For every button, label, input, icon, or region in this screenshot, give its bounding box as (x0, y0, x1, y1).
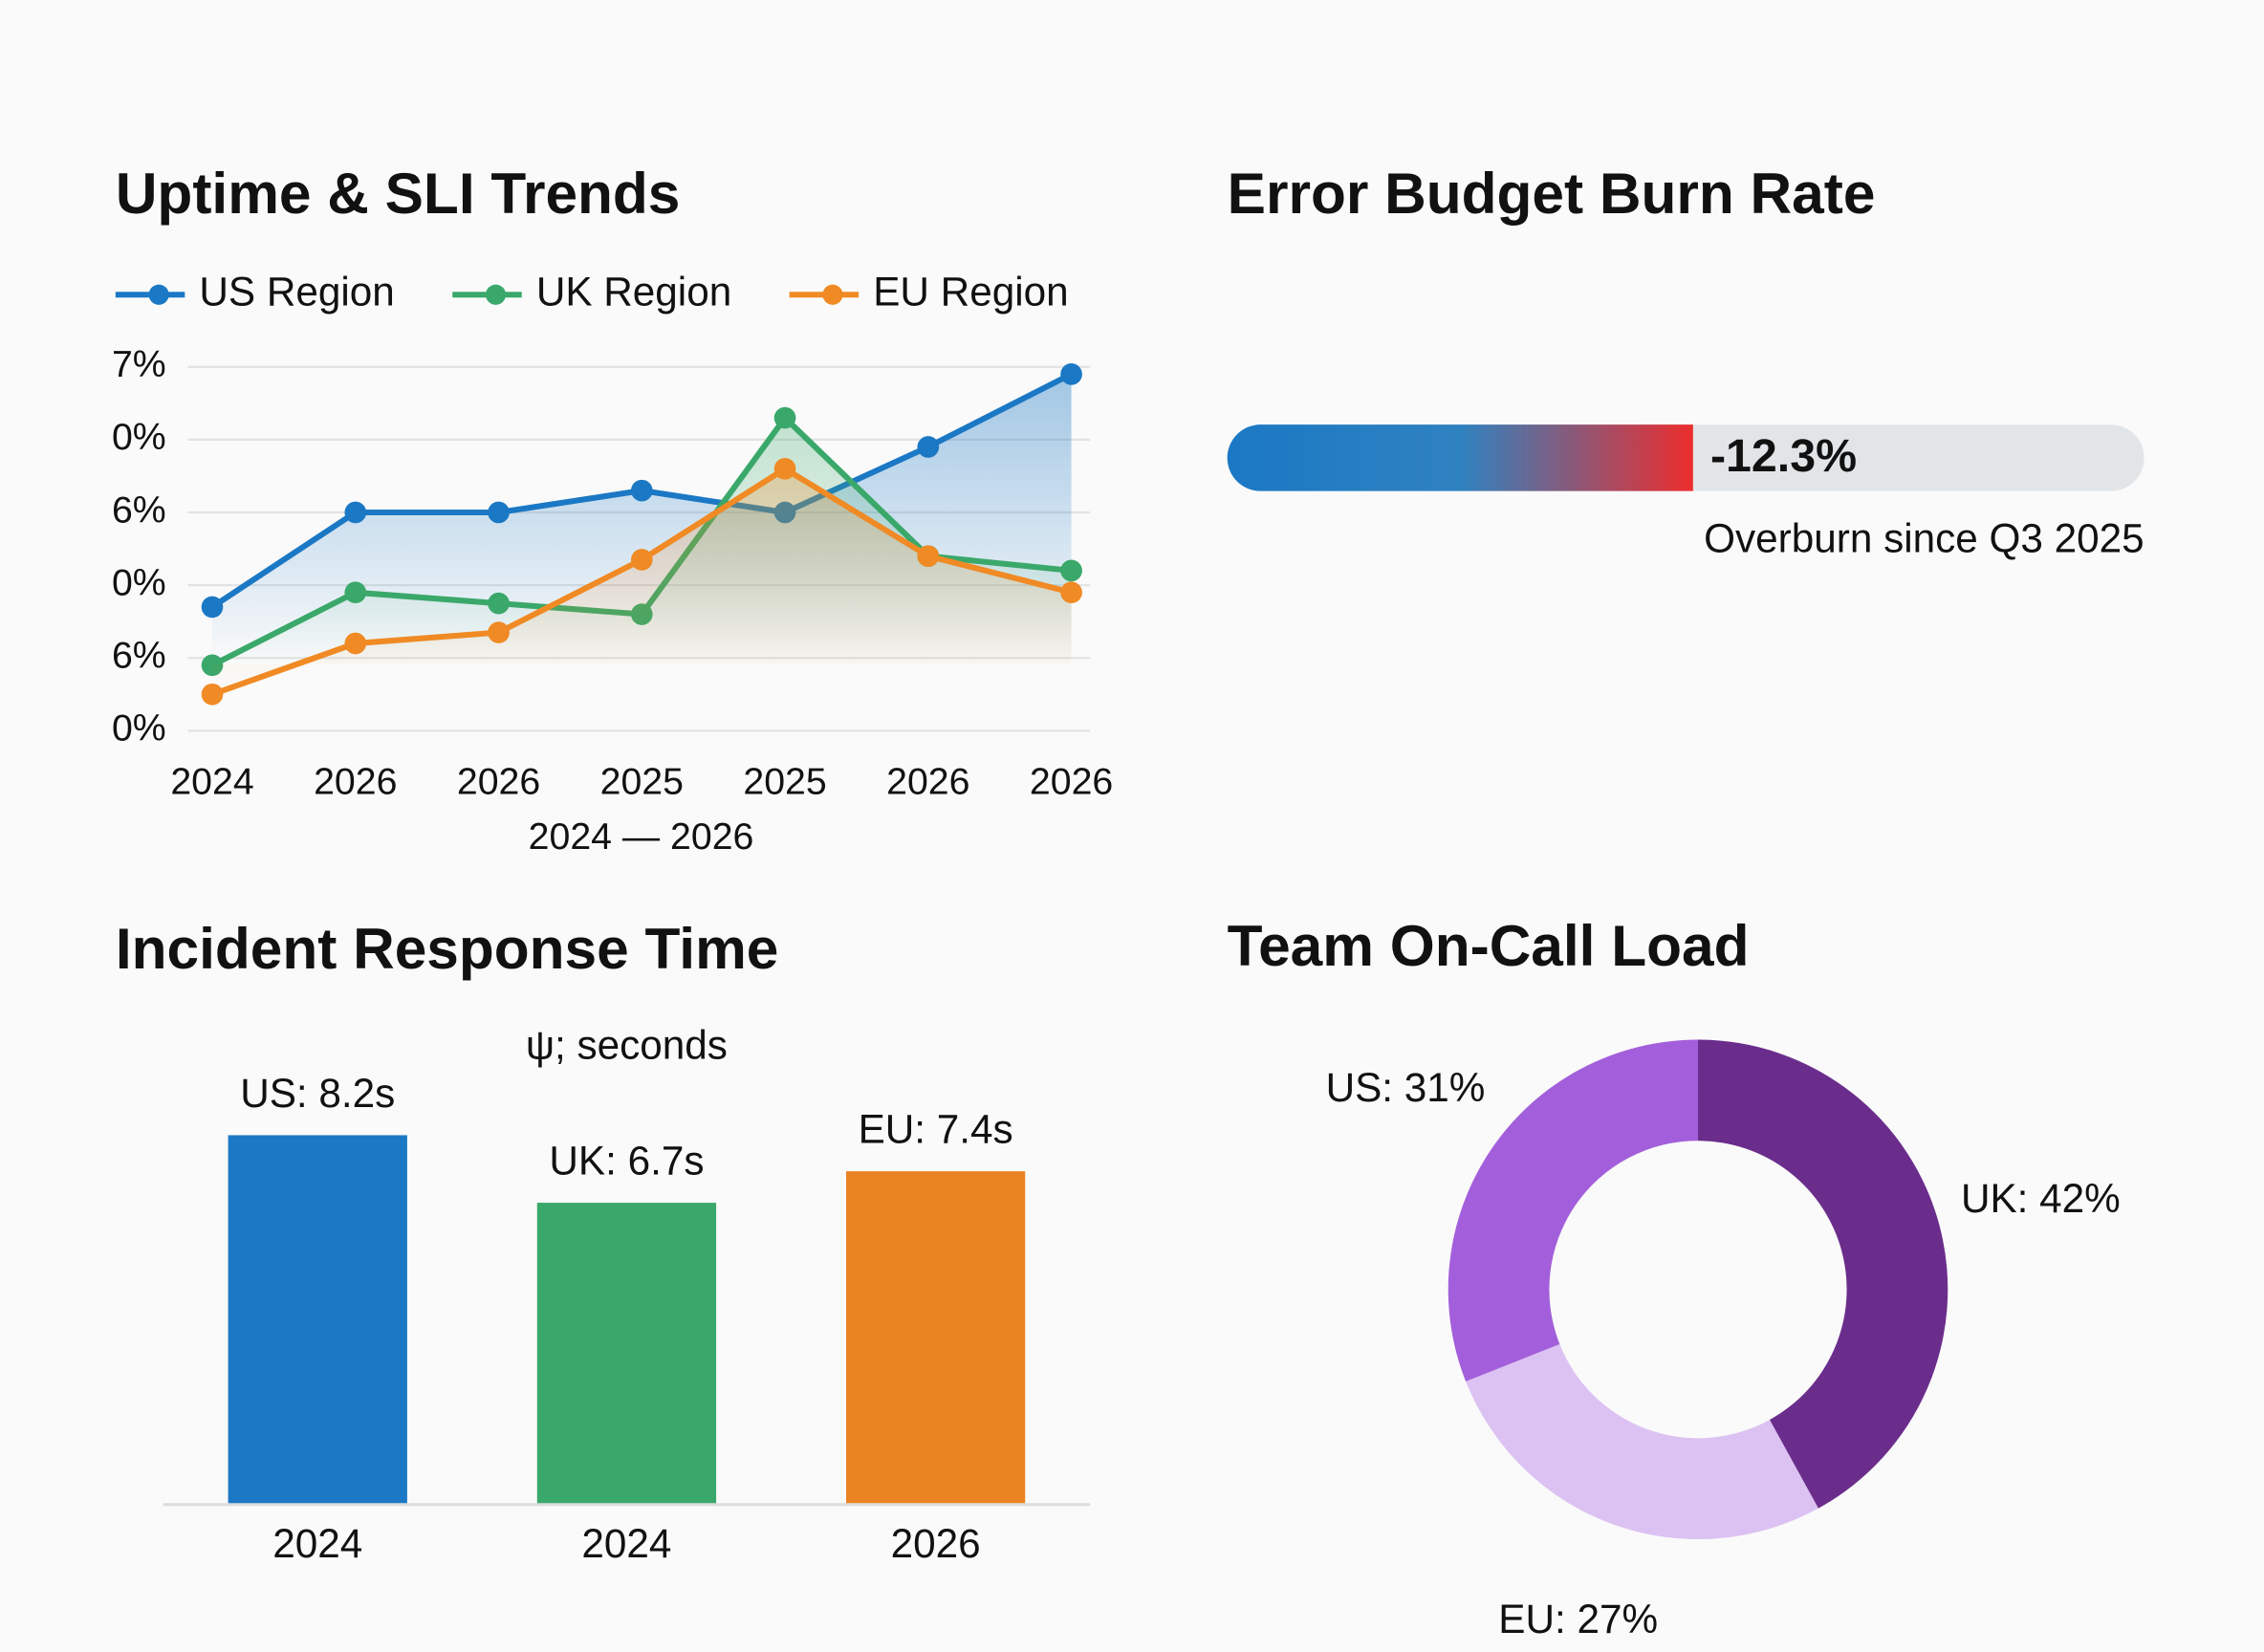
point (488, 621, 510, 643)
y-tick-label: 0% (112, 707, 166, 750)
point (773, 406, 796, 429)
legend-marker (485, 284, 507, 305)
point (630, 549, 653, 571)
x-tick-label: 2025 (600, 761, 684, 803)
bar (845, 1171, 1026, 1505)
point (488, 501, 510, 524)
legend-marker (148, 284, 169, 305)
point (1060, 363, 1082, 385)
point (344, 632, 367, 655)
x-tick-label: 2024 (170, 761, 253, 803)
donut-label: EU: 27% (1498, 1597, 1658, 1641)
y-tick-label: 6% (112, 635, 166, 677)
point (773, 457, 796, 480)
donut-label: US: 31% (1326, 1065, 1486, 1110)
chart-title: Error Budget Burn Rate (1228, 161, 1876, 226)
legend-label: US Region (199, 269, 394, 314)
point (344, 581, 367, 604)
bar-label: US: 8.2s (240, 1071, 395, 1116)
donut-segment (1466, 1344, 1818, 1540)
point (1060, 559, 1082, 582)
area (212, 468, 1072, 695)
x-tick-label: 2025 (743, 761, 826, 803)
point (917, 436, 940, 458)
x-tick-label: 2024 (272, 1521, 362, 1566)
bar-label: EU: 7.4s (859, 1107, 1013, 1152)
x-tick-label: 2026 (886, 761, 969, 803)
donut-segment (1448, 1039, 1698, 1381)
progress-caption: Overburn since Q3 2025 (1704, 516, 2144, 561)
subtitle: ψ; seconds (526, 1023, 728, 1068)
point (201, 683, 224, 706)
point (488, 592, 510, 615)
bar-label: UK: 6.7s (549, 1138, 704, 1183)
y-tick-label: 7% (112, 343, 166, 385)
bar (228, 1135, 407, 1505)
progress-value: -12.3% (1710, 430, 1857, 482)
y-tick-label: 0% (112, 561, 166, 603)
x-tick-label: 2026 (891, 1521, 981, 1566)
point (630, 479, 653, 502)
x-tick-label: 2026 (457, 761, 540, 803)
legend-label: UK Region (536, 269, 731, 314)
x-tick-label: 2024 (581, 1521, 671, 1566)
x-tick-label: 2026 (314, 761, 397, 803)
point (344, 501, 367, 524)
y-tick-label: 6% (112, 489, 166, 531)
chart-title: Incident Response Time (116, 916, 779, 981)
x-tick-label: 2026 (1030, 761, 1113, 803)
point (1060, 581, 1082, 604)
chart-title: Uptime & SLI Trends (116, 161, 681, 226)
point (917, 545, 940, 567)
y-tick-label: 0% (112, 416, 166, 458)
legend-label: EU Region (873, 269, 1068, 314)
donut-segment (1698, 1039, 1948, 1509)
legend-marker (822, 284, 843, 305)
x-axis-label: 2024 — 2026 (529, 815, 754, 858)
progress-fill (1227, 424, 1693, 491)
point (201, 596, 224, 619)
chart-title: Team On-Call Load (1228, 913, 1750, 978)
donut-label: UK: 42% (1961, 1176, 2121, 1221)
bar (536, 1203, 717, 1505)
